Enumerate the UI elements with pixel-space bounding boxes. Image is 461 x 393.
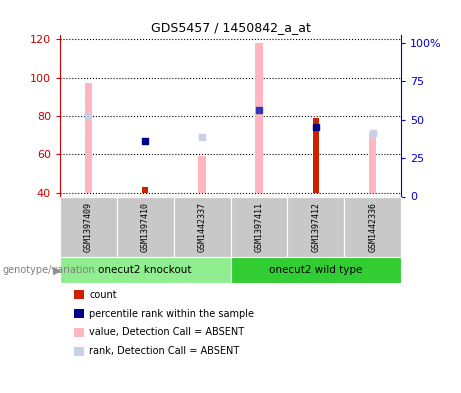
Text: onecut2 knockout: onecut2 knockout: [99, 265, 192, 275]
Text: onecut2 wild type: onecut2 wild type: [269, 265, 362, 275]
Text: GSM1397409: GSM1397409: [84, 202, 93, 252]
Bar: [255, 43, 263, 193]
Bar: [85, 83, 92, 193]
Text: genotype/variation: genotype/variation: [2, 265, 95, 275]
Bar: [313, 118, 319, 193]
Bar: [198, 156, 206, 193]
Bar: [369, 133, 376, 193]
Text: GSM1442336: GSM1442336: [368, 202, 377, 252]
Text: value, Detection Call = ABSENT: value, Detection Call = ABSENT: [89, 327, 244, 338]
Text: count: count: [89, 290, 117, 300]
Text: percentile rank within the sample: percentile rank within the sample: [89, 309, 254, 319]
Text: GSM1397410: GSM1397410: [141, 202, 150, 252]
Text: ▶: ▶: [53, 265, 61, 275]
Text: GSM1397412: GSM1397412: [311, 202, 320, 252]
Text: GSM1397411: GSM1397411: [254, 202, 263, 252]
Text: rank, Detection Call = ABSENT: rank, Detection Call = ABSENT: [89, 346, 240, 356]
Title: GDS5457 / 1450842_a_at: GDS5457 / 1450842_a_at: [151, 21, 310, 34]
Bar: [142, 187, 148, 193]
Text: GSM1442337: GSM1442337: [198, 202, 207, 252]
